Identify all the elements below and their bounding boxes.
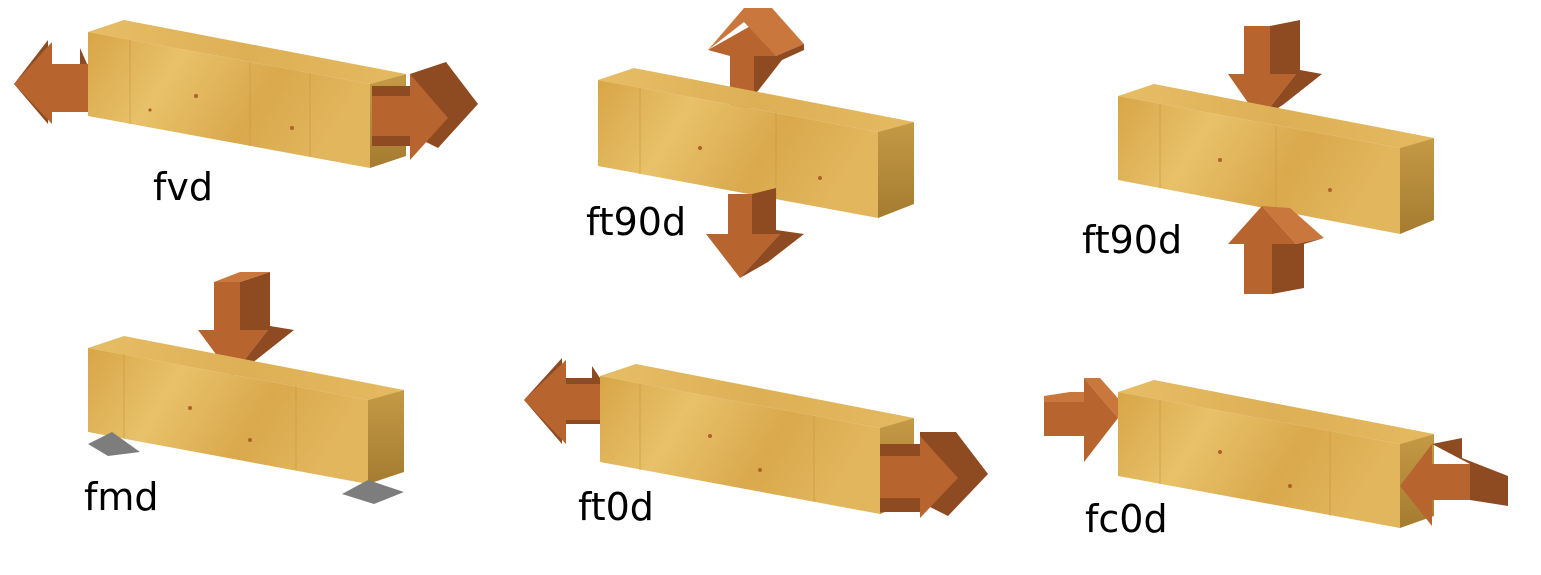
- tension-parallel-label: ft0d: [578, 485, 654, 529]
- timber-beam: [88, 336, 404, 484]
- compression-parallel-label: fc0d: [1085, 497, 1168, 541]
- left-arrow: [524, 358, 600, 444]
- panel-shear: [14, 20, 478, 168]
- left-arrow: [14, 40, 88, 124]
- compression-perp-label: ft90d: [1082, 218, 1183, 262]
- right-support: [342, 480, 404, 504]
- panel-tension-perp: [598, 8, 914, 278]
- tension-perp-label: ft90d: [586, 200, 687, 244]
- right-arrow: [880, 432, 988, 518]
- shear-strength-label: fvd: [153, 165, 213, 209]
- bottom-arrow: [1228, 206, 1324, 294]
- panel-compression-perp: [1118, 20, 1434, 294]
- right-arrow: [372, 62, 478, 160]
- timber-beam: [1118, 84, 1434, 234]
- bending-strength-label: fmd: [84, 475, 159, 519]
- top-arrow: [708, 8, 804, 108]
- timber-beam: [88, 20, 406, 168]
- left-support: [88, 432, 140, 456]
- right-arrow: [1400, 438, 1508, 526]
- top-arrow: [1228, 20, 1322, 120]
- panel-compression-parallel: [1044, 378, 1508, 528]
- panel-bending: [88, 272, 404, 504]
- top-arrow: [198, 272, 294, 376]
- bottom-arrow: [706, 188, 804, 278]
- panel-tension-parallel: [524, 358, 988, 518]
- timber-beam: [598, 68, 914, 218]
